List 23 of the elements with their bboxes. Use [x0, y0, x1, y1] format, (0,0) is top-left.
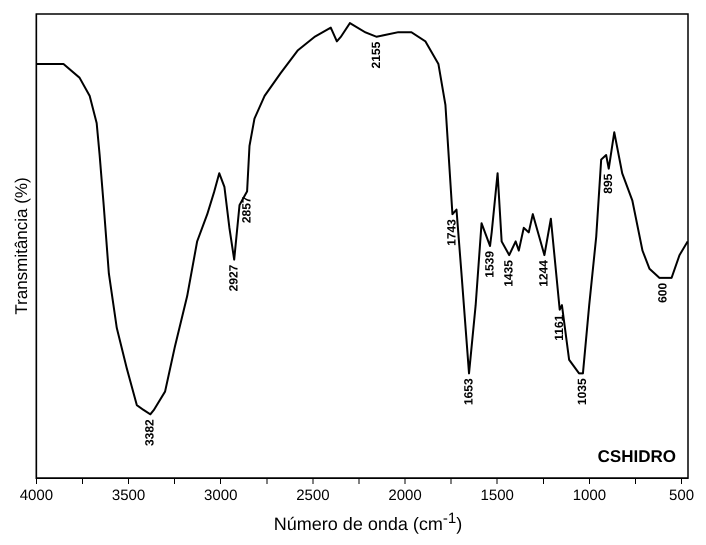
annotation: 1035 [575, 378, 590, 406]
annotation: 2155 [368, 41, 383, 68]
y-axis-title: Transmitância (%) [12, 177, 31, 315]
annotation: 1244 [536, 260, 551, 287]
annotation: 895 [601, 173, 616, 194]
x-tick-label: 4000 [20, 487, 54, 504]
x-tick-label: 2000 [388, 487, 422, 504]
x-tick-label: 1500 [480, 487, 514, 504]
annotation: 1539 [482, 250, 496, 278]
annotation: 600 [655, 282, 670, 303]
annotation: 2927 [226, 264, 240, 292]
annotation: 3382 [142, 418, 157, 446]
annotation: CSHIDRO [598, 447, 676, 466]
annotation: 1435 [502, 260, 516, 287]
x-tick-label: 3000 [204, 487, 238, 504]
x-axis-title: Número de onda (cm$^{-1}$) [272, 510, 464, 535]
annotation: 1653 [461, 378, 476, 406]
x-tick-label: 3500 [112, 487, 146, 504]
x-tick-label: 2500 [296, 487, 330, 504]
annotation: 1161 [552, 314, 566, 341]
x-tick-label: 1000 [572, 487, 606, 504]
x-tick-label: 500 [669, 487, 694, 504]
annotation: 1743 [444, 218, 459, 246]
